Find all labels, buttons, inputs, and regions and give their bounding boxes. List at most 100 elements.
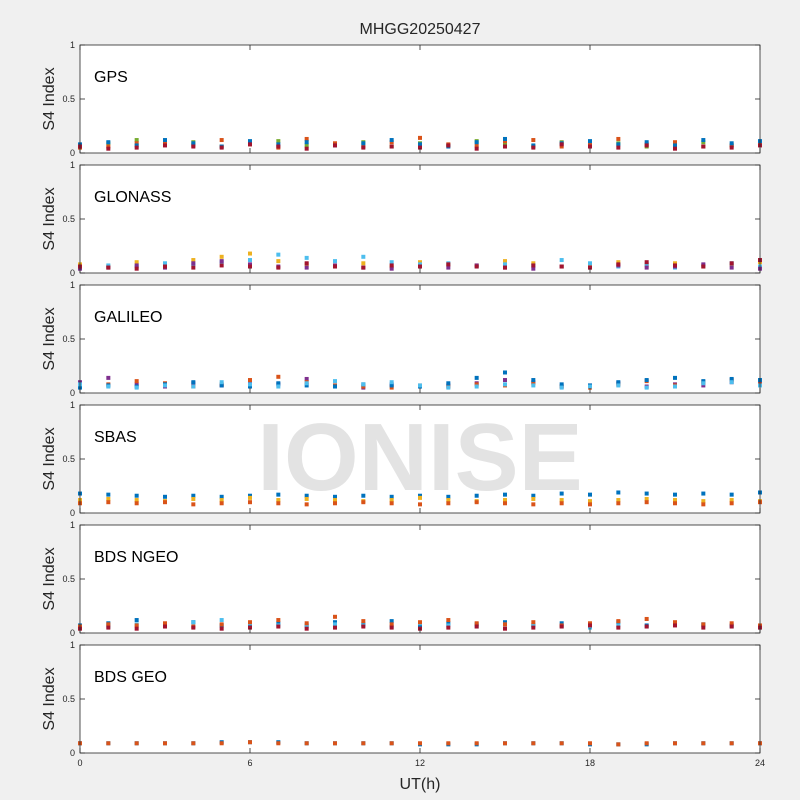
data-point [163, 140, 167, 145]
x-tick-label: 24 [755, 758, 765, 768]
data-point [248, 264, 252, 269]
data-point [701, 140, 706, 145]
data-point [106, 375, 111, 380]
data-point [418, 623, 422, 628]
data-point [531, 381, 536, 386]
data-point [219, 622, 224, 627]
data-point [134, 623, 139, 628]
data-point [644, 491, 649, 496]
x-axis-label: UT(h) [400, 776, 441, 793]
panel-label: GLONASS [94, 189, 171, 206]
data-point [503, 144, 507, 149]
data-point [616, 619, 621, 624]
y-tick-label: 0.5 [62, 574, 75, 584]
data-point [191, 741, 196, 746]
data-point [644, 500, 649, 505]
data-point [588, 144, 592, 149]
data-point [333, 741, 337, 746]
data-point [389, 498, 394, 503]
data-point [219, 145, 224, 150]
data-point [276, 381, 281, 386]
data-point [729, 145, 734, 150]
data-point [531, 383, 536, 388]
data-point [729, 492, 734, 497]
data-point [389, 260, 394, 265]
data-point [559, 142, 564, 147]
data-point [616, 383, 621, 388]
data-point [304, 136, 309, 141]
data-point [163, 741, 167, 746]
panel-label: BDS GEO [94, 669, 167, 686]
data-point [418, 495, 422, 500]
data-point [644, 385, 649, 390]
data-point [644, 143, 649, 148]
data-point [701, 491, 706, 496]
data-point [191, 384, 196, 389]
data-point [531, 138, 536, 143]
y-axis-label: S4 Index [41, 187, 58, 250]
data-point [389, 619, 394, 624]
data-point [503, 382, 507, 387]
data-point [134, 266, 139, 271]
data-point [616, 380, 621, 385]
data-point [191, 144, 196, 149]
data-point [729, 376, 734, 381]
data-point [333, 498, 337, 503]
data-point [333, 379, 337, 384]
axes-background [80, 645, 760, 753]
data-point [191, 502, 196, 507]
data-point [163, 500, 167, 505]
data-point [446, 494, 451, 499]
data-point [106, 496, 111, 501]
data-point [191, 493, 196, 498]
data-point [616, 260, 621, 265]
data-point [134, 138, 139, 143]
data-point [361, 254, 366, 259]
data-point [389, 266, 394, 271]
data-point [673, 384, 677, 389]
data-point [333, 264, 337, 269]
data-point [474, 146, 479, 151]
data-point [446, 741, 451, 746]
data-point [361, 261, 366, 266]
data-point [418, 260, 422, 265]
data-point [134, 379, 139, 384]
data-point [163, 494, 167, 499]
data-point [163, 143, 167, 148]
data-point [361, 493, 366, 498]
data-point [304, 624, 309, 629]
y-tick-label: 0.5 [62, 214, 75, 224]
x-tick-label: 18 [585, 758, 595, 768]
axes-background [80, 285, 760, 393]
data-point [531, 620, 536, 625]
data-point [106, 625, 111, 630]
data-point [361, 145, 366, 150]
y-tick-label: 1 [70, 640, 75, 650]
data-point [503, 136, 507, 141]
data-point [474, 741, 479, 746]
data-point [361, 741, 366, 746]
data-point [559, 382, 564, 387]
data-point [276, 618, 281, 623]
data-point [418, 264, 422, 269]
data-point [588, 502, 592, 507]
data-point [701, 262, 706, 267]
data-point [644, 140, 649, 145]
data-point [644, 496, 649, 501]
data-point [729, 621, 734, 626]
data-point [673, 620, 677, 625]
data-point [446, 618, 451, 623]
data-point [106, 146, 111, 151]
panel-label: SBAS [94, 429, 137, 446]
data-point [644, 741, 649, 746]
data-point [134, 143, 139, 148]
data-point [503, 378, 507, 383]
data-point [134, 498, 139, 503]
data-point [248, 625, 252, 630]
data-point [701, 383, 706, 388]
data-point [588, 492, 592, 497]
y-tick-label: 0 [70, 748, 75, 758]
data-point [276, 501, 281, 506]
data-point [474, 264, 479, 269]
data-point [446, 143, 451, 148]
